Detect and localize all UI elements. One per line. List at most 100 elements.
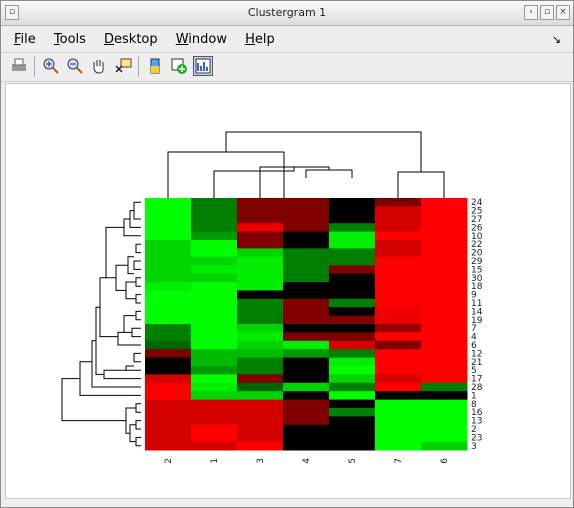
row-label: 1 — [471, 391, 477, 401]
heatmap-cell — [329, 240, 376, 249]
menu-item[interactable]: Window — [175, 32, 227, 47]
heatmap-cell — [283, 240, 330, 249]
heatmap-cell — [421, 240, 468, 249]
heatmap-cell — [283, 307, 330, 317]
heatmap-cell — [283, 424, 330, 434]
heatmap-cell — [283, 273, 330, 283]
heatmap-cell — [421, 198, 468, 207]
menu-bar: File Tools Desktop Window Help ↘ — [1, 28, 573, 50]
heatmap-cell — [237, 416, 284, 426]
heatmap-cell — [237, 265, 284, 275]
heatmap-cell — [283, 332, 330, 342]
heatmap-cell — [421, 256, 468, 266]
heatmap-cell — [375, 416, 422, 426]
heatmap-cell — [191, 441, 238, 451]
heatmap-cell — [375, 248, 422, 258]
heatmap-cell — [375, 231, 422, 241]
menu-item[interactable]: Help — [245, 32, 275, 47]
heatmap-cell — [283, 391, 330, 401]
pan-button[interactable] — [90, 57, 108, 75]
row-label: 29 — [471, 257, 483, 267]
heatmap-cell — [329, 340, 376, 350]
row-label: 7 — [471, 324, 477, 334]
heatmap-cell — [283, 231, 330, 241]
dendrogram-link — [103, 369, 141, 380]
heatmap-cell — [375, 433, 422, 443]
zoom-in-button[interactable] — [42, 57, 60, 75]
heatmap-cell — [191, 433, 238, 443]
colorbar-button[interactable] — [146, 57, 164, 75]
maximize-button[interactable]: ▫ — [540, 5, 554, 20]
heatmap-cell — [375, 206, 422, 216]
heatmap-cell — [375, 290, 422, 300]
menu-item[interactable]: File — [14, 32, 36, 47]
column-label: 4 — [302, 458, 312, 464]
heatmap-cell — [191, 198, 238, 207]
dendrogram-link — [125, 365, 141, 371]
heatmap-cell — [145, 366, 192, 375]
heatmap-cell — [145, 332, 192, 342]
heatmap-cell — [237, 357, 284, 367]
heatmap-cell — [237, 374, 284, 384]
heatmap-cell — [375, 441, 422, 451]
heatmap-cell — [283, 399, 330, 409]
row-label: 2 — [471, 425, 477, 435]
insert-button[interactable] — [170, 57, 188, 75]
heatmap-cell — [191, 374, 238, 384]
minimize-button[interactable]: ‹ — [524, 5, 538, 20]
heatmap-cell — [237, 223, 284, 233]
row-label: 18 — [471, 282, 483, 292]
heatmap-cell — [283, 282, 330, 291]
row-label: 21 — [471, 358, 482, 368]
heatmap-cell — [375, 340, 422, 350]
heatmap-cell — [375, 223, 422, 233]
column-label: 2 — [164, 458, 174, 464]
heatmap-cell — [191, 240, 238, 249]
heatmap-cell — [329, 298, 376, 308]
heatmap-cell — [329, 198, 376, 207]
heatmap-cell — [329, 416, 376, 426]
data-cursor-button[interactable] — [114, 57, 132, 75]
dock-arrow[interactable]: ↘ — [551, 33, 561, 46]
print-button[interactable] — [10, 57, 28, 75]
heatmap-cell — [237, 315, 284, 325]
heatmap-cell — [421, 399, 468, 409]
heatmap-cell — [421, 265, 468, 275]
menu-item[interactable]: Desktop — [104, 32, 158, 47]
row-label: 23 — [471, 433, 482, 443]
heatmap-cell — [237, 198, 284, 207]
heatmap-cell — [283, 198, 330, 207]
heatmap-cell — [237, 282, 284, 291]
zoom-out-button[interactable] — [66, 57, 84, 75]
column-dendrogram — [167, 131, 445, 198]
heatmap-cell — [283, 214, 330, 224]
plot-tools-button[interactable] — [193, 56, 213, 76]
window-menu-button[interactable]: ▫ — [5, 5, 19, 20]
heatmap-cell — [237, 340, 284, 350]
row-label: 25 — [471, 207, 482, 217]
heatmap-cell — [421, 391, 468, 401]
heatmap-cell — [421, 357, 468, 367]
heatmap-cell — [237, 307, 284, 317]
heatmap-cell — [145, 240, 192, 249]
heatmap-cell — [329, 248, 376, 258]
heatmap-cell — [283, 265, 330, 275]
row-label: 8 — [471, 400, 477, 410]
column-label: 3 — [256, 458, 266, 464]
heatmap-cell — [145, 357, 192, 367]
close-button[interactable]: × — [556, 5, 570, 20]
heatmap-cell — [145, 441, 192, 451]
heatmap-cell — [329, 324, 376, 333]
heatmap-cell — [329, 214, 376, 224]
menu-item[interactable]: Tools — [53, 32, 86, 47]
dendrogram-link — [123, 315, 136, 333]
heatmap-cell — [283, 416, 330, 426]
heatmap-cell — [375, 307, 422, 317]
row-label: 19 — [471, 316, 483, 326]
heatmap-cell — [145, 399, 192, 409]
heatmap-cell — [329, 357, 376, 367]
heatmap-cell — [375, 382, 422, 392]
row-label: 16 — [471, 408, 483, 418]
dendrogram-link — [135, 294, 141, 304]
heatmap-cell — [375, 374, 422, 384]
